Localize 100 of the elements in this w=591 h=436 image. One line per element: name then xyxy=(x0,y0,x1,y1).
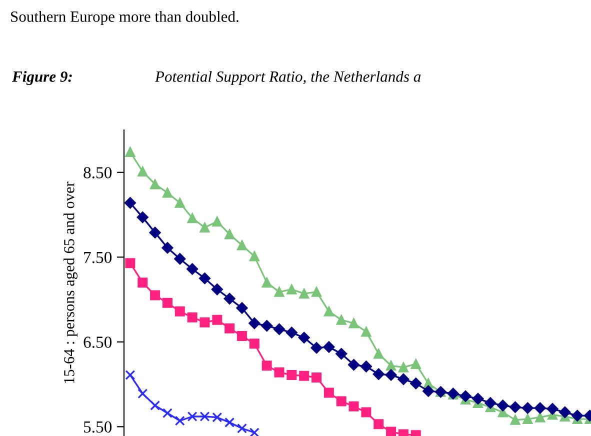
point xyxy=(174,198,185,208)
point xyxy=(224,229,235,240)
point xyxy=(336,314,346,325)
point xyxy=(174,253,186,265)
point xyxy=(200,317,210,328)
point xyxy=(410,378,422,390)
point xyxy=(187,412,198,422)
point xyxy=(534,402,546,414)
point xyxy=(546,403,558,415)
text: Southern Europe more than doubled. xyxy=(11,10,238,26)
point xyxy=(323,341,335,353)
point xyxy=(460,390,472,402)
point xyxy=(224,417,235,428)
point xyxy=(324,306,334,316)
point xyxy=(212,314,222,325)
point xyxy=(286,326,298,338)
point xyxy=(162,298,172,308)
point xyxy=(286,370,297,380)
point xyxy=(187,312,198,322)
y-tick-label: 8.50 xyxy=(84,167,112,178)
point xyxy=(348,401,359,412)
point xyxy=(124,197,136,209)
point xyxy=(386,426,396,436)
point xyxy=(484,397,496,409)
point xyxy=(472,392,484,404)
point xyxy=(174,306,185,316)
caption: Figure 9: xyxy=(12,70,72,86)
point xyxy=(385,369,397,381)
point xyxy=(138,388,148,399)
point xyxy=(150,290,160,300)
point xyxy=(361,407,372,418)
point xyxy=(212,216,222,227)
point xyxy=(360,360,372,372)
point xyxy=(410,358,421,369)
point xyxy=(299,370,310,381)
point xyxy=(274,367,284,378)
point xyxy=(274,323,285,335)
point xyxy=(248,318,260,330)
point xyxy=(522,402,534,414)
point xyxy=(398,362,408,372)
point xyxy=(174,416,185,426)
point xyxy=(211,284,223,296)
point xyxy=(522,414,533,424)
point xyxy=(249,428,260,436)
point xyxy=(224,292,236,304)
y-axis-title: 15-64 : persons aged 65 and over xyxy=(64,182,78,384)
y-tick-label: 7.50 xyxy=(84,252,112,264)
point xyxy=(274,286,284,297)
point xyxy=(187,213,198,224)
point xyxy=(324,388,334,398)
point xyxy=(125,147,136,158)
point xyxy=(348,318,359,328)
point xyxy=(510,414,520,425)
point xyxy=(299,288,310,299)
point xyxy=(150,400,160,410)
point xyxy=(186,263,198,275)
point xyxy=(236,423,247,434)
point xyxy=(200,412,210,422)
point xyxy=(198,272,210,284)
text: Potential Support Ratio, the Netherlands a xyxy=(154,70,421,86)
point xyxy=(249,251,260,262)
point xyxy=(298,332,310,344)
point xyxy=(386,360,396,371)
point xyxy=(361,326,372,337)
point xyxy=(138,166,148,177)
point xyxy=(138,278,148,288)
point xyxy=(162,242,174,254)
point xyxy=(422,385,434,397)
point xyxy=(336,396,346,406)
point xyxy=(374,419,384,430)
point xyxy=(262,360,272,371)
point xyxy=(348,359,360,371)
point xyxy=(509,401,521,413)
point xyxy=(336,348,348,360)
point xyxy=(236,240,247,250)
point xyxy=(236,330,247,341)
point xyxy=(262,278,272,288)
point xyxy=(162,188,172,198)
point xyxy=(125,370,136,380)
point xyxy=(372,368,384,380)
point xyxy=(312,286,322,297)
point xyxy=(136,212,148,224)
point xyxy=(249,338,260,349)
point xyxy=(200,222,210,232)
point xyxy=(261,320,273,332)
point xyxy=(572,410,584,422)
point xyxy=(312,372,322,383)
point xyxy=(559,406,571,418)
point xyxy=(236,302,248,314)
y-tick-label: 6.50 xyxy=(84,336,112,348)
point xyxy=(224,323,235,334)
point xyxy=(310,342,322,354)
point xyxy=(149,226,161,238)
point xyxy=(162,408,172,418)
point xyxy=(150,179,160,190)
point xyxy=(497,400,509,412)
y-tick-label: 5.50 xyxy=(84,421,112,433)
point xyxy=(374,348,384,359)
point xyxy=(286,284,297,294)
point xyxy=(535,412,546,422)
